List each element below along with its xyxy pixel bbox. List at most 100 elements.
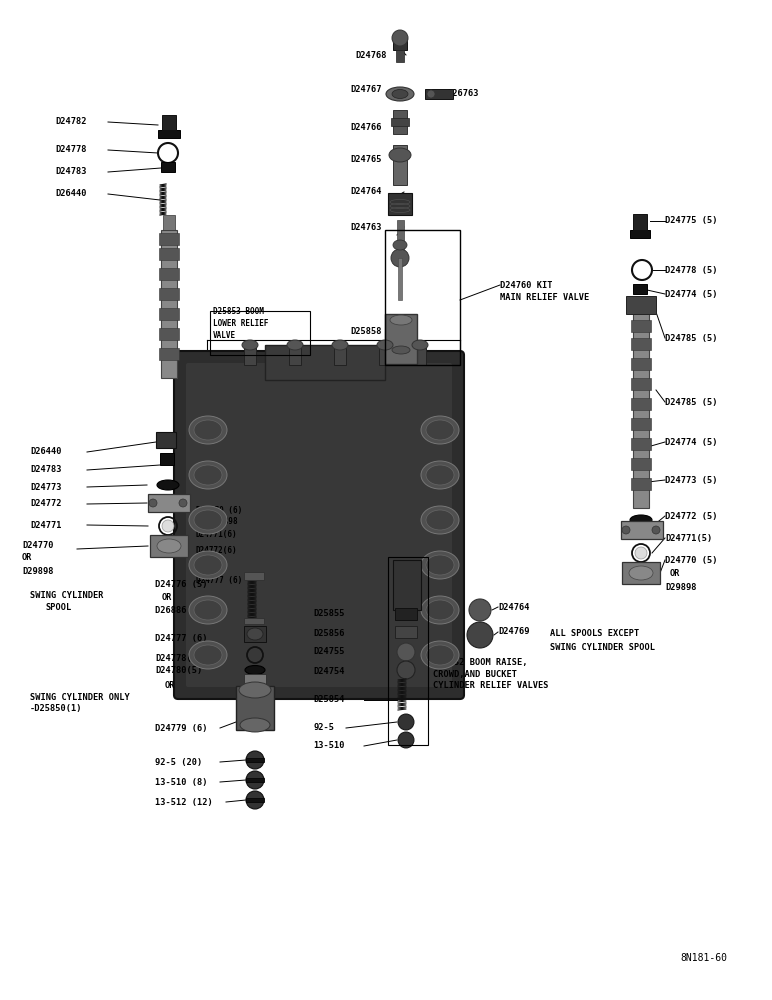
Bar bbox=[161, 230, 177, 378]
Bar bbox=[631, 418, 651, 430]
Ellipse shape bbox=[194, 510, 222, 530]
Text: D24785 (5): D24785 (5) bbox=[665, 397, 717, 406]
Bar bbox=[396, 50, 404, 62]
Text: -D25850(1): -D25850(1) bbox=[30, 704, 83, 714]
Text: D24764: D24764 bbox=[498, 602, 530, 611]
Text: D24777 (6): D24777 (6) bbox=[155, 634, 208, 643]
Ellipse shape bbox=[630, 515, 652, 525]
Bar bbox=[156, 432, 176, 448]
Bar bbox=[631, 378, 651, 390]
Ellipse shape bbox=[332, 340, 348, 350]
Bar bbox=[148, 494, 190, 512]
Bar bbox=[631, 478, 651, 490]
Bar bbox=[393, 38, 407, 50]
Ellipse shape bbox=[239, 682, 271, 698]
Ellipse shape bbox=[194, 645, 222, 665]
Bar bbox=[395, 626, 417, 638]
Text: 92-5: 92-5 bbox=[313, 724, 334, 732]
Text: SWING CYLINDER: SWING CYLINDER bbox=[30, 590, 103, 599]
Text: D24771: D24771 bbox=[30, 520, 62, 530]
Ellipse shape bbox=[426, 555, 454, 575]
Bar bbox=[388, 557, 428, 745]
Text: D24764: D24764 bbox=[350, 188, 381, 196]
Text: D25858: D25858 bbox=[350, 328, 381, 336]
Bar bbox=[159, 328, 179, 340]
Text: D24779 (6): D24779 (6) bbox=[155, 724, 208, 732]
Bar bbox=[289, 343, 301, 365]
Ellipse shape bbox=[189, 416, 227, 444]
Text: D24772(6): D24772(6) bbox=[196, 546, 238, 554]
Ellipse shape bbox=[393, 240, 407, 250]
Ellipse shape bbox=[194, 555, 222, 575]
Text: D25853 BOOM: D25853 BOOM bbox=[213, 308, 264, 316]
Text: D24755: D24755 bbox=[313, 648, 344, 656]
Ellipse shape bbox=[189, 551, 227, 579]
Text: SPOOL: SPOOL bbox=[45, 603, 71, 612]
Bar bbox=[158, 130, 180, 138]
FancyBboxPatch shape bbox=[174, 351, 464, 699]
Text: 8N181-60: 8N181-60 bbox=[680, 953, 727, 963]
Text: D26763: D26763 bbox=[447, 89, 479, 98]
Ellipse shape bbox=[421, 461, 459, 489]
Text: D24771(5): D24771(5) bbox=[665, 534, 713, 542]
Ellipse shape bbox=[162, 520, 174, 532]
Bar bbox=[388, 193, 412, 215]
Text: D26440: D26440 bbox=[55, 190, 86, 198]
Ellipse shape bbox=[398, 714, 414, 730]
Ellipse shape bbox=[426, 510, 454, 530]
Bar bbox=[159, 233, 179, 245]
Ellipse shape bbox=[386, 87, 414, 101]
Text: D24754: D24754 bbox=[313, 668, 344, 676]
Bar bbox=[425, 89, 453, 99]
Ellipse shape bbox=[392, 346, 410, 354]
Text: D25854: D25854 bbox=[313, 696, 344, 704]
Text: CYLINDER RELIEF VALVES: CYLINDER RELIEF VALVES bbox=[433, 682, 548, 690]
Ellipse shape bbox=[194, 600, 222, 620]
Ellipse shape bbox=[377, 340, 393, 350]
Text: D25856: D25856 bbox=[313, 630, 344, 639]
Text: D24778 (5): D24778 (5) bbox=[665, 265, 717, 274]
Ellipse shape bbox=[421, 551, 459, 579]
Bar bbox=[393, 110, 407, 134]
Bar bbox=[159, 248, 179, 260]
Bar bbox=[414, 343, 426, 365]
Text: CROWD,AND BUCKET: CROWD,AND BUCKET bbox=[433, 670, 517, 678]
Text: 13-510: 13-510 bbox=[313, 742, 344, 750]
Ellipse shape bbox=[398, 732, 414, 748]
Bar bbox=[244, 674, 266, 684]
Ellipse shape bbox=[157, 539, 181, 553]
Ellipse shape bbox=[246, 771, 264, 789]
Ellipse shape bbox=[629, 566, 653, 580]
Ellipse shape bbox=[157, 480, 179, 490]
Bar bbox=[633, 284, 647, 294]
Text: D24772 (5): D24772 (5) bbox=[665, 512, 717, 520]
Ellipse shape bbox=[242, 340, 258, 350]
Ellipse shape bbox=[189, 461, 227, 489]
Bar bbox=[160, 453, 174, 465]
Text: D24783: D24783 bbox=[30, 466, 62, 475]
Bar bbox=[246, 778, 264, 782]
Ellipse shape bbox=[189, 641, 227, 669]
Bar bbox=[631, 438, 651, 450]
Ellipse shape bbox=[179, 499, 187, 507]
Bar bbox=[631, 458, 651, 470]
Ellipse shape bbox=[194, 465, 222, 485]
Ellipse shape bbox=[391, 249, 409, 267]
Ellipse shape bbox=[421, 506, 459, 534]
Text: D26886 (1): D26886 (1) bbox=[155, 606, 208, 615]
Bar bbox=[630, 230, 650, 238]
Text: D24774 (5): D24774 (5) bbox=[665, 290, 717, 298]
Bar bbox=[244, 618, 264, 624]
Text: D24773: D24773 bbox=[30, 483, 62, 491]
Bar bbox=[244, 572, 264, 580]
Text: D24777 (6): D24777 (6) bbox=[196, 576, 242, 584]
Text: D24769: D24769 bbox=[498, 628, 530, 637]
Text: D29898: D29898 bbox=[665, 584, 696, 592]
Bar bbox=[631, 338, 651, 350]
Text: 92-5 (20): 92-5 (20) bbox=[155, 758, 202, 766]
Text: D24765: D24765 bbox=[350, 155, 381, 164]
Bar bbox=[159, 348, 179, 360]
Ellipse shape bbox=[412, 340, 428, 350]
Bar bbox=[379, 343, 391, 365]
Ellipse shape bbox=[240, 718, 270, 732]
